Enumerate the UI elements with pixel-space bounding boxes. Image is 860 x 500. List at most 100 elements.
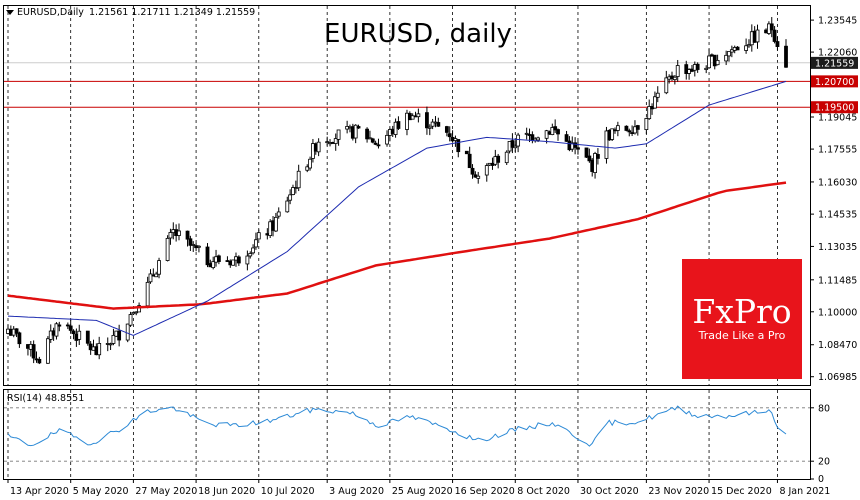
y-tick-label: 1.10000 [818,307,857,318]
y-tick-label: 1.13035 [818,242,857,253]
candle-bull [168,232,173,239]
y-tick-label: 1.16030 [818,177,857,188]
candle-bull [197,245,201,248]
candle-bear [627,130,632,133]
candle-bull [154,273,159,278]
price-tag-label: 1.21559 [815,58,854,69]
candle-bull [729,49,734,53]
logo-background [682,259,802,379]
vertical-gridlines [7,6,778,479]
candle-bear [71,330,76,335]
candle-bull [296,170,301,189]
candle-bull [165,237,170,261]
symbol-header: EURUSD,Daily 1.21561 1.21711 1.21349 1.2… [6,7,255,18]
candle-bear [370,138,375,143]
candle-bull [653,96,657,109]
logo-text: FxPro [692,292,791,331]
price-tag-label: 1.20700 [815,77,854,88]
candle-bull [305,166,310,171]
candle-bull [191,244,196,246]
candle-bull [504,151,509,164]
candle-bear [205,246,210,266]
x-tick-label: 13 Apr 2020 [10,486,69,497]
candle-bull [128,314,133,326]
candle-bear [57,324,62,327]
candle-bull [336,129,341,140]
rsi-y-tick-label: 0 [818,474,824,485]
collapse-triangle-icon [6,10,14,15]
level-price-tag [811,75,858,88]
x-tick-label: 23 Nov 2020 [648,486,709,497]
candle-bear [447,133,452,138]
candle-bull [333,138,338,144]
date-axis: 13 Apr 2020 5 May 2020 27 May 2020 18 Jun 2… [7,479,830,497]
candle-bull [524,132,529,135]
candle-bull [516,134,521,147]
candle-bear [436,122,441,127]
rsi-levels [4,407,810,462]
x-tick-label: 25 Aug 2020 [392,486,453,497]
candle-bull [108,343,113,346]
y-tick-label: 1.14535 [818,210,857,221]
candle-bull [157,260,161,275]
price-tags: 1.21559 1.20700 1.19500 [811,56,858,114]
candle-bear [31,344,36,359]
x-tick-label: 5 May 2020 [73,486,129,497]
candle-bull [664,77,669,94]
candle-bull [231,259,236,266]
candle-bull [405,112,409,130]
candle-bull [125,323,130,341]
candle-bull [148,273,153,283]
symbol-label: EURUSD,Daily [17,7,84,18]
candle-bear [584,147,589,158]
candle-bull [254,239,258,248]
candle-bull [633,126,637,134]
candle-bear [596,154,600,159]
candle-bear [464,150,469,155]
candle-bull [97,343,102,356]
rsi-y-tick-label: 80 [818,403,830,414]
candle-bear [216,255,221,262]
candle-bear [784,45,788,68]
candle-bull [368,137,372,140]
candle-bull [430,121,435,127]
candle-bull [111,334,116,344]
rsi-y-tick-label: 20 [818,457,830,468]
candle-bear [365,128,369,140]
candle-bear [356,126,361,129]
y-tick-label: 1.22060 [818,48,857,59]
candle-bull [316,141,321,153]
candle-bull [416,113,421,118]
candle-bull [704,67,709,70]
current-price-tag [811,56,858,69]
y-tick-label: 1.23545 [818,16,857,27]
candle-bull [427,126,432,129]
candle-bull [644,118,649,131]
candle-bear [68,325,73,331]
candle-bull [513,145,518,149]
candle-bear [772,29,777,42]
ohlc-values: 1.21561 1.21711 1.21349 1.21559 [89,7,255,18]
y-tick-label: 1.11485 [818,275,857,286]
candle-bear [769,23,774,31]
logo-tagline: Trade Like a Pro [698,329,786,342]
candle-bull [604,130,609,159]
candle-bull [385,134,389,145]
candle-bull [647,106,652,120]
candle-bear [188,238,193,246]
candle-bull [45,338,50,364]
candle-bull [755,29,760,43]
candle-bear [573,142,578,148]
candle-bear [470,167,475,175]
candle-bull [245,255,250,265]
candle-bear [775,41,780,47]
candle-bull [251,247,255,254]
candle-bull [54,323,59,337]
y-tick-label: 1.08470 [818,340,857,351]
candle-bear [456,139,461,153]
candle-bull [308,158,312,169]
candle-bull [325,141,330,144]
candle-bear [444,126,449,133]
candle-bull [248,253,253,257]
